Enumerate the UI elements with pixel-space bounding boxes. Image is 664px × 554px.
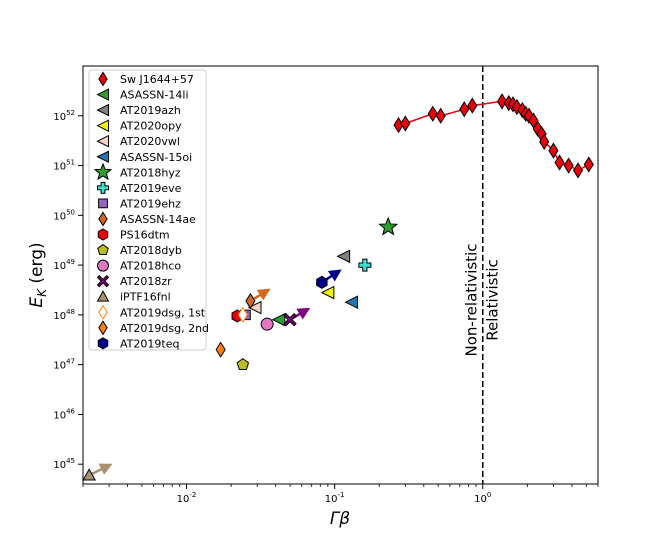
- data-point: [283, 312, 297, 327]
- legend-marker: [98, 304, 108, 320]
- y-tick-label: 1049: [53, 258, 75, 272]
- legend-label: AT2019eve: [120, 182, 182, 195]
- y-axis-label: EK (erg): [27, 242, 49, 307]
- legend-marker: [96, 119, 109, 132]
- legend-label: PS16dtm: [120, 229, 170, 242]
- legend-marker: [96, 274, 110, 288]
- data-point: [215, 341, 226, 358]
- legend-marker: [98, 211, 108, 227]
- legend-marker: [97, 243, 109, 256]
- legend-marker: [97, 181, 109, 194]
- legend: Sw J1644+57 ASASSN-14li AT2019azh AT2020opy…: [88, 69, 209, 351]
- legend-marker: [96, 134, 109, 148]
- data-point: [539, 133, 550, 150]
- legend-marker: [98, 320, 108, 336]
- data-point: [260, 317, 274, 331]
- legend-marker: [97, 337, 109, 350]
- legend-label: AT2019ehz: [120, 197, 181, 210]
- legend-marker: [96, 103, 109, 117]
- data-point: [548, 142, 559, 159]
- legend-label: iPTF16fnl: [120, 291, 171, 304]
- legend-label: Sw J1644+57: [120, 73, 194, 86]
- legend-label: AT2018zr: [120, 275, 172, 288]
- legend-label: AT2019teq: [120, 337, 179, 350]
- data-point: [336, 249, 351, 264]
- y-tick-label: 1047: [53, 358, 75, 372]
- legend-label: AT2020opy: [120, 120, 182, 133]
- plot-frame: [82, 65, 599, 485]
- legend-label: ASASSN-14li: [120, 89, 189, 102]
- legend-marker: [96, 290, 110, 302]
- legend-label: AT2018hco: [120, 260, 181, 273]
- data-point: [344, 295, 359, 309]
- legend-marker: [97, 259, 109, 272]
- y-axis-ticks: 1045 1046 1047 1048 1049 1050 1051 1052: [53, 109, 83, 471]
- y-tick-label: 1052: [53, 109, 75, 123]
- non-relativistic-label: Non-relativistic: [463, 244, 481, 357]
- legend-marker: [93, 162, 113, 181]
- data-point: [554, 154, 565, 171]
- data-point: [435, 107, 446, 124]
- data-point: [358, 258, 372, 272]
- legend-marker: [96, 150, 109, 164]
- legend-label: ASASSN-15oi: [120, 151, 192, 164]
- legend-label: AT2018dyb: [120, 244, 182, 257]
- x-tick-label: 10-1: [325, 491, 345, 505]
- legend-label: AT2019dsg, 2nd: [120, 322, 209, 335]
- data-point: [427, 105, 438, 122]
- x-axis-ticks: 10-2 10-1 100: [82, 484, 599, 505]
- legend-label: ASASSN-14ae: [120, 213, 196, 226]
- legend-label: AT2019dsg, 1st: [120, 306, 206, 319]
- legend-label: AT2019azh: [120, 104, 181, 117]
- data-point: [378, 216, 399, 236]
- plot-marks: [82, 93, 594, 481]
- legend-marker: [98, 198, 108, 209]
- x-tick-label: 10-2: [177, 491, 197, 505]
- data-point: [237, 306, 248, 324]
- data-point: [247, 300, 262, 315]
- data-point: [320, 285, 335, 300]
- x-axis-label: Γβ: [330, 509, 350, 529]
- data-point: [236, 358, 250, 370]
- data-point: [496, 93, 508, 110]
- legend-label: AT2020vwl: [120, 135, 180, 148]
- legend-marker: [96, 88, 109, 101]
- y-tick-label: 1050: [53, 208, 75, 222]
- legend-label: AT2018hyz: [120, 166, 181, 179]
- data-point: [400, 115, 411, 132]
- data-point: [245, 292, 256, 310]
- data-point: [316, 275, 328, 289]
- data-point: [583, 156, 594, 173]
- y-tick-label: 1048: [53, 308, 75, 322]
- data-point: [467, 97, 478, 114]
- data-point: [82, 468, 96, 481]
- x-tick-label: 100: [474, 491, 491, 505]
- legend-marker: [98, 71, 108, 87]
- y-tick-label: 1045: [53, 457, 75, 471]
- relativistic-label: Relativistic: [484, 259, 502, 341]
- data-point: [271, 312, 286, 327]
- data-point: [572, 162, 584, 179]
- y-tick-label: 1046: [53, 407, 75, 421]
- data-point: [563, 157, 574, 174]
- data-point: [459, 101, 470, 118]
- legend-box: [88, 69, 207, 351]
- y-tick-label: 1051: [53, 159, 75, 173]
- legend-marker: [97, 228, 109, 241]
